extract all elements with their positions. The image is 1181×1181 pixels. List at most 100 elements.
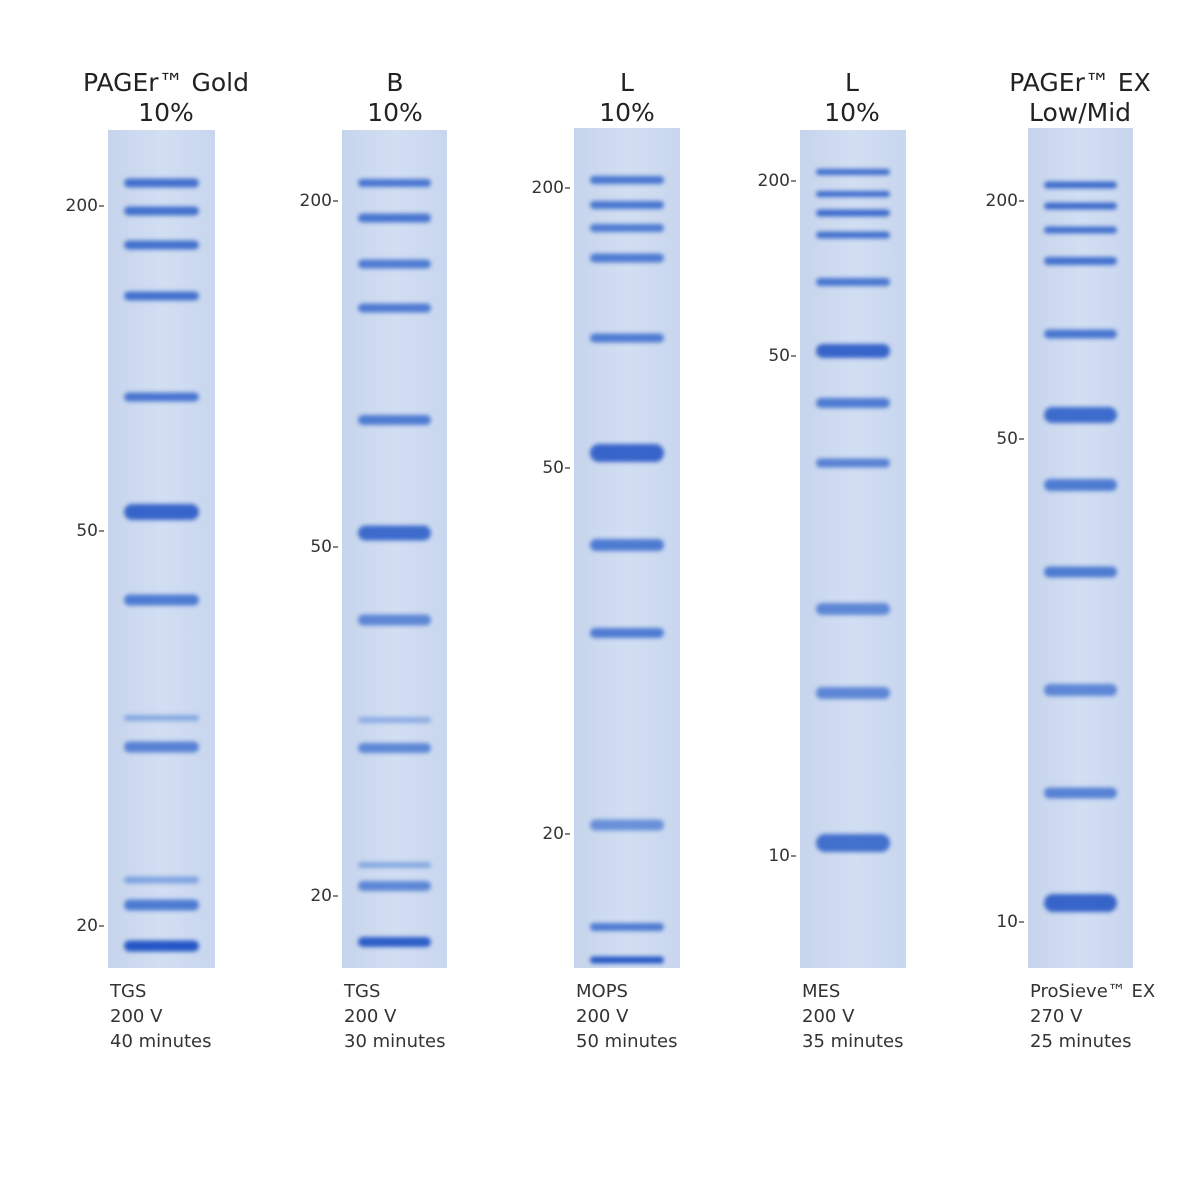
band	[590, 224, 664, 232]
band	[1044, 257, 1117, 265]
gel-lane	[800, 130, 906, 968]
run-condition: 35 minutes	[802, 1031, 904, 1052]
band	[358, 614, 431, 626]
run-condition: 200 V	[576, 1006, 629, 1027]
gel: B10% 200 50 20 TGS 200 V 30 minutes	[300, 68, 447, 1052]
marker-label: 200	[300, 191, 332, 211]
band	[358, 213, 431, 223]
marker-label: 20	[542, 824, 564, 844]
band	[124, 504, 199, 520]
band	[358, 862, 431, 868]
band	[590, 333, 664, 343]
band	[124, 940, 199, 952]
band	[816, 169, 890, 175]
gel-lane	[108, 130, 215, 968]
gel-title: L	[845, 68, 859, 97]
run-condition: 200 V	[110, 1006, 163, 1027]
band	[1044, 407, 1117, 423]
band	[358, 525, 431, 541]
run-condition: MOPS	[576, 981, 628, 1002]
band	[1044, 787, 1117, 799]
gel-title: 10%	[367, 98, 423, 127]
band	[358, 259, 431, 269]
band	[590, 201, 664, 209]
band	[124, 392, 199, 402]
band	[816, 398, 890, 408]
band	[124, 240, 199, 250]
band	[816, 191, 890, 197]
marker-label: 10	[768, 846, 790, 866]
run-condition: TGS	[343, 981, 380, 1002]
marker-label: 200	[758, 171, 790, 191]
gel-title: B	[386, 68, 403, 97]
band	[590, 539, 664, 551]
band	[816, 344, 890, 358]
gel-title: 10%	[138, 98, 194, 127]
band	[590, 628, 664, 638]
band	[1044, 202, 1117, 210]
marker-label: 50	[542, 458, 564, 478]
marker-label: 50	[996, 429, 1018, 449]
run-condition: ProSieve™ EX	[1030, 981, 1155, 1002]
run-condition: 30 minutes	[344, 1031, 446, 1052]
band	[1044, 684, 1117, 696]
band	[816, 458, 890, 468]
gel: L10% 200 50 20 MOPS 200 V 50 minutes	[532, 68, 680, 1052]
band	[1044, 894, 1117, 912]
run-condition: 40 minutes	[110, 1031, 212, 1052]
marker-label: 20	[76, 916, 98, 936]
run-condition: 270 V	[1030, 1006, 1083, 1027]
gel-title: L	[620, 68, 634, 97]
marker-label: 20	[310, 886, 332, 906]
band	[1044, 226, 1117, 234]
gel-lane	[342, 130, 447, 968]
marker-label: 50	[76, 521, 98, 541]
band	[590, 253, 664, 263]
band	[590, 923, 664, 931]
band	[816, 834, 890, 852]
run-condition: MES	[802, 981, 840, 1002]
band	[358, 179, 431, 187]
band	[358, 717, 431, 723]
band	[816, 687, 890, 699]
band	[590, 176, 664, 184]
run-condition: 200 V	[802, 1006, 855, 1027]
band	[124, 741, 199, 753]
gel-title: PAGEr™ EX	[1009, 68, 1150, 97]
run-condition: 200 V	[344, 1006, 397, 1027]
band	[358, 743, 431, 753]
gel-lane	[1028, 128, 1133, 968]
band	[1044, 181, 1117, 189]
band	[124, 876, 199, 884]
band	[124, 899, 199, 911]
marker-label: 200	[66, 196, 98, 216]
band	[590, 819, 664, 831]
band	[358, 881, 431, 891]
run-condition: 50 minutes	[576, 1031, 678, 1052]
run-condition: TGS	[109, 981, 146, 1002]
band	[358, 303, 431, 313]
run-condition: 25 minutes	[1030, 1031, 1132, 1052]
gel-title: PAGEr™ Gold	[83, 68, 249, 97]
marker-label: 50	[310, 537, 332, 557]
marker-label: 200	[986, 191, 1018, 211]
band	[590, 956, 664, 964]
band	[124, 178, 199, 188]
band	[124, 291, 199, 301]
band	[358, 415, 431, 425]
gel-title: Low/Mid	[1029, 98, 1131, 127]
marker-label: 200	[532, 178, 564, 198]
band	[1044, 566, 1117, 578]
marker-label: 50	[768, 346, 790, 366]
gel-title: 10%	[824, 98, 880, 127]
band	[816, 603, 890, 615]
band	[1044, 329, 1117, 339]
band	[124, 594, 199, 606]
band	[124, 206, 199, 216]
band	[124, 715, 199, 721]
band	[1044, 479, 1117, 491]
band	[358, 937, 431, 947]
